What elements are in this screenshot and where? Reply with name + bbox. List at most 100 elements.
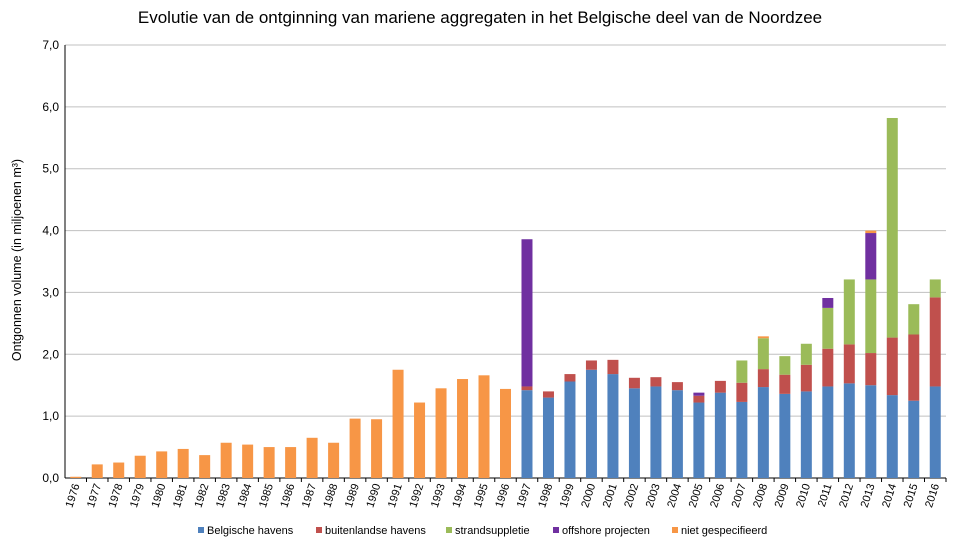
- x-tick-label: 2001: [601, 482, 620, 509]
- y-tick-label: 6,0: [42, 100, 59, 114]
- bar-segment: [693, 402, 705, 478]
- x-tick-label: 2002: [622, 482, 641, 509]
- x-tick-labels: 1976 1977 1978 1979 1980 1981 1982 1983 1984 1985…: [64, 482, 942, 509]
- bar-segment: [908, 334, 920, 401]
- bar-segment: [822, 297, 834, 308]
- x-tick-label: 1982: [193, 482, 212, 509]
- legend-label: buitenlandse havens: [325, 525, 426, 537]
- bar-segment: [585, 369, 597, 478]
- bar-segment: [285, 447, 297, 478]
- y-tick-labels: 0,0 1,0 2,0 3,0 4,0 5,0 6,0 7,0: [42, 38, 59, 485]
- bar-segment: [800, 364, 812, 392]
- x-tick-label: 1989: [343, 482, 362, 509]
- y-tick-label: 5,0: [42, 162, 59, 176]
- bar-segment: [757, 387, 769, 478]
- x-tick-label: 1978: [107, 482, 126, 509]
- legend-label: niet gespecifieerd: [681, 525, 767, 537]
- x-tick-label: 1979: [128, 482, 147, 509]
- bar-segment: [671, 390, 683, 478]
- x-tick-label: 1999: [558, 482, 577, 509]
- bar-segment: [500, 388, 511, 478]
- bar-segment: [822, 307, 834, 349]
- bar-segment: [628, 377, 640, 389]
- x-tick-label: 1980: [150, 482, 169, 509]
- bar-segment: [865, 230, 877, 234]
- bar-segment: [177, 448, 189, 478]
- bar-segment: [822, 348, 834, 387]
- bar-segment: [521, 239, 533, 387]
- y-tick-label: 0,0: [42, 471, 59, 485]
- bar-segment: [671, 382, 683, 391]
- bar-segment: [929, 279, 941, 298]
- legend-swatch: [446, 527, 452, 533]
- y-tick-label: 3,0: [42, 285, 59, 299]
- bar-segment: [736, 382, 748, 402]
- x-tick-label: 1992: [407, 482, 426, 509]
- legend-swatch: [316, 527, 322, 533]
- x-tick-label: 1997: [515, 482, 534, 509]
- bar-segment: [199, 455, 211, 478]
- bar-series: [70, 117, 941, 478]
- y-tick-label: 1,0: [42, 409, 59, 423]
- legend-swatch: [672, 527, 678, 533]
- bar-segment: [865, 385, 877, 478]
- legend-label: strandsuppletie: [455, 525, 530, 537]
- bar-segment: [757, 338, 769, 370]
- x-tick-label: 1976: [64, 482, 83, 509]
- bar-segment: [865, 353, 877, 386]
- bar-segment: [457, 379, 469, 478]
- chart-title: Evolutie van de ontginning van mariene a…: [137, 8, 823, 27]
- bar-segment: [714, 392, 726, 478]
- y-tick-label: 2,0: [42, 347, 59, 361]
- bar-segment: [886, 337, 898, 396]
- x-tick-label: 2004: [665, 482, 684, 509]
- x-tick-label: 2013: [859, 482, 878, 509]
- x-tick-label: 2005: [687, 482, 706, 509]
- x-tick-label: 1991: [386, 482, 405, 509]
- legend-item: offshore projecten: [553, 525, 650, 537]
- x-tick-label: 2007: [730, 482, 749, 509]
- legend-label: offshore projecten: [562, 525, 650, 537]
- bar-segment: [414, 402, 426, 478]
- x-tick-label: 1984: [236, 482, 255, 509]
- bar-segment: [371, 419, 383, 478]
- x-tick-label: 2008: [751, 482, 770, 509]
- bar-segment: [70, 476, 82, 478]
- legend-swatch: [553, 527, 559, 533]
- legend: Belgische havens buitenlandse havens stran…: [198, 525, 767, 537]
- bar-segment: [134, 455, 146, 478]
- x-tick-label: 1990: [364, 482, 383, 509]
- bar-segment: [736, 401, 748, 478]
- legend-swatch: [198, 527, 204, 533]
- x-tick-label: 1985: [257, 482, 276, 509]
- bar-segment: [800, 391, 812, 478]
- bar-segment: [650, 386, 662, 478]
- bar-segment: [607, 374, 619, 478]
- bar-segment: [91, 464, 103, 478]
- x-tick-label: 2000: [579, 482, 598, 509]
- bar-segment: [757, 369, 769, 388]
- bar-segment: [392, 369, 404, 478]
- x-tick-label: 1995: [472, 482, 491, 509]
- bar-segment: [521, 386, 533, 391]
- bar-segment: [865, 233, 877, 280]
- bar-segment: [843, 279, 855, 345]
- bar-segment: [693, 392, 705, 396]
- bar-segment: [242, 444, 254, 478]
- bar-segment: [779, 374, 791, 394]
- legend-item: Belgische havens: [198, 525, 294, 537]
- y-axis-label: Ontgonnen volume (in miljoenen m³): [10, 159, 24, 361]
- bar-segment: [564, 374, 576, 382]
- y-tick-label: 4,0: [42, 224, 59, 238]
- bar-segment: [908, 304, 920, 335]
- bar-segment: [736, 360, 748, 383]
- bar-segment: [607, 359, 619, 375]
- x-tick-label: 2003: [644, 482, 663, 509]
- bar-segment: [886, 395, 898, 478]
- bar-segment: [779, 356, 791, 375]
- bar-segment: [564, 381, 576, 478]
- bar-segment: [156, 451, 168, 478]
- bar-segment: [650, 377, 662, 387]
- bar-segment: [779, 393, 791, 478]
